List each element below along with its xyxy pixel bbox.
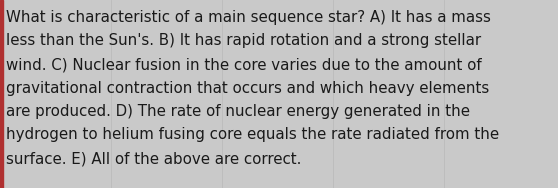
Text: hydrogen to helium fusing core equals the rate radiated from the: hydrogen to helium fusing core equals th…	[6, 127, 499, 143]
Text: surface. E) All of the above are correct.: surface. E) All of the above are correct…	[6, 151, 301, 166]
Text: gravitational contraction that occurs and which heavy elements: gravitational contraction that occurs an…	[6, 80, 489, 96]
Text: What is characteristic of a main sequence star? A) It has a mass: What is characteristic of a main sequenc…	[6, 10, 491, 25]
Text: wind. C) Nuclear fusion in the core varies due to the amount of: wind. C) Nuclear fusion in the core vari…	[6, 57, 482, 72]
Text: less than the Sun's. B) It has rapid rotation and a strong stellar: less than the Sun's. B) It has rapid rot…	[6, 33, 481, 49]
Text: are produced. D) The rate of nuclear energy generated in the: are produced. D) The rate of nuclear ene…	[6, 104, 470, 119]
Bar	[0, 0, 3, 188]
